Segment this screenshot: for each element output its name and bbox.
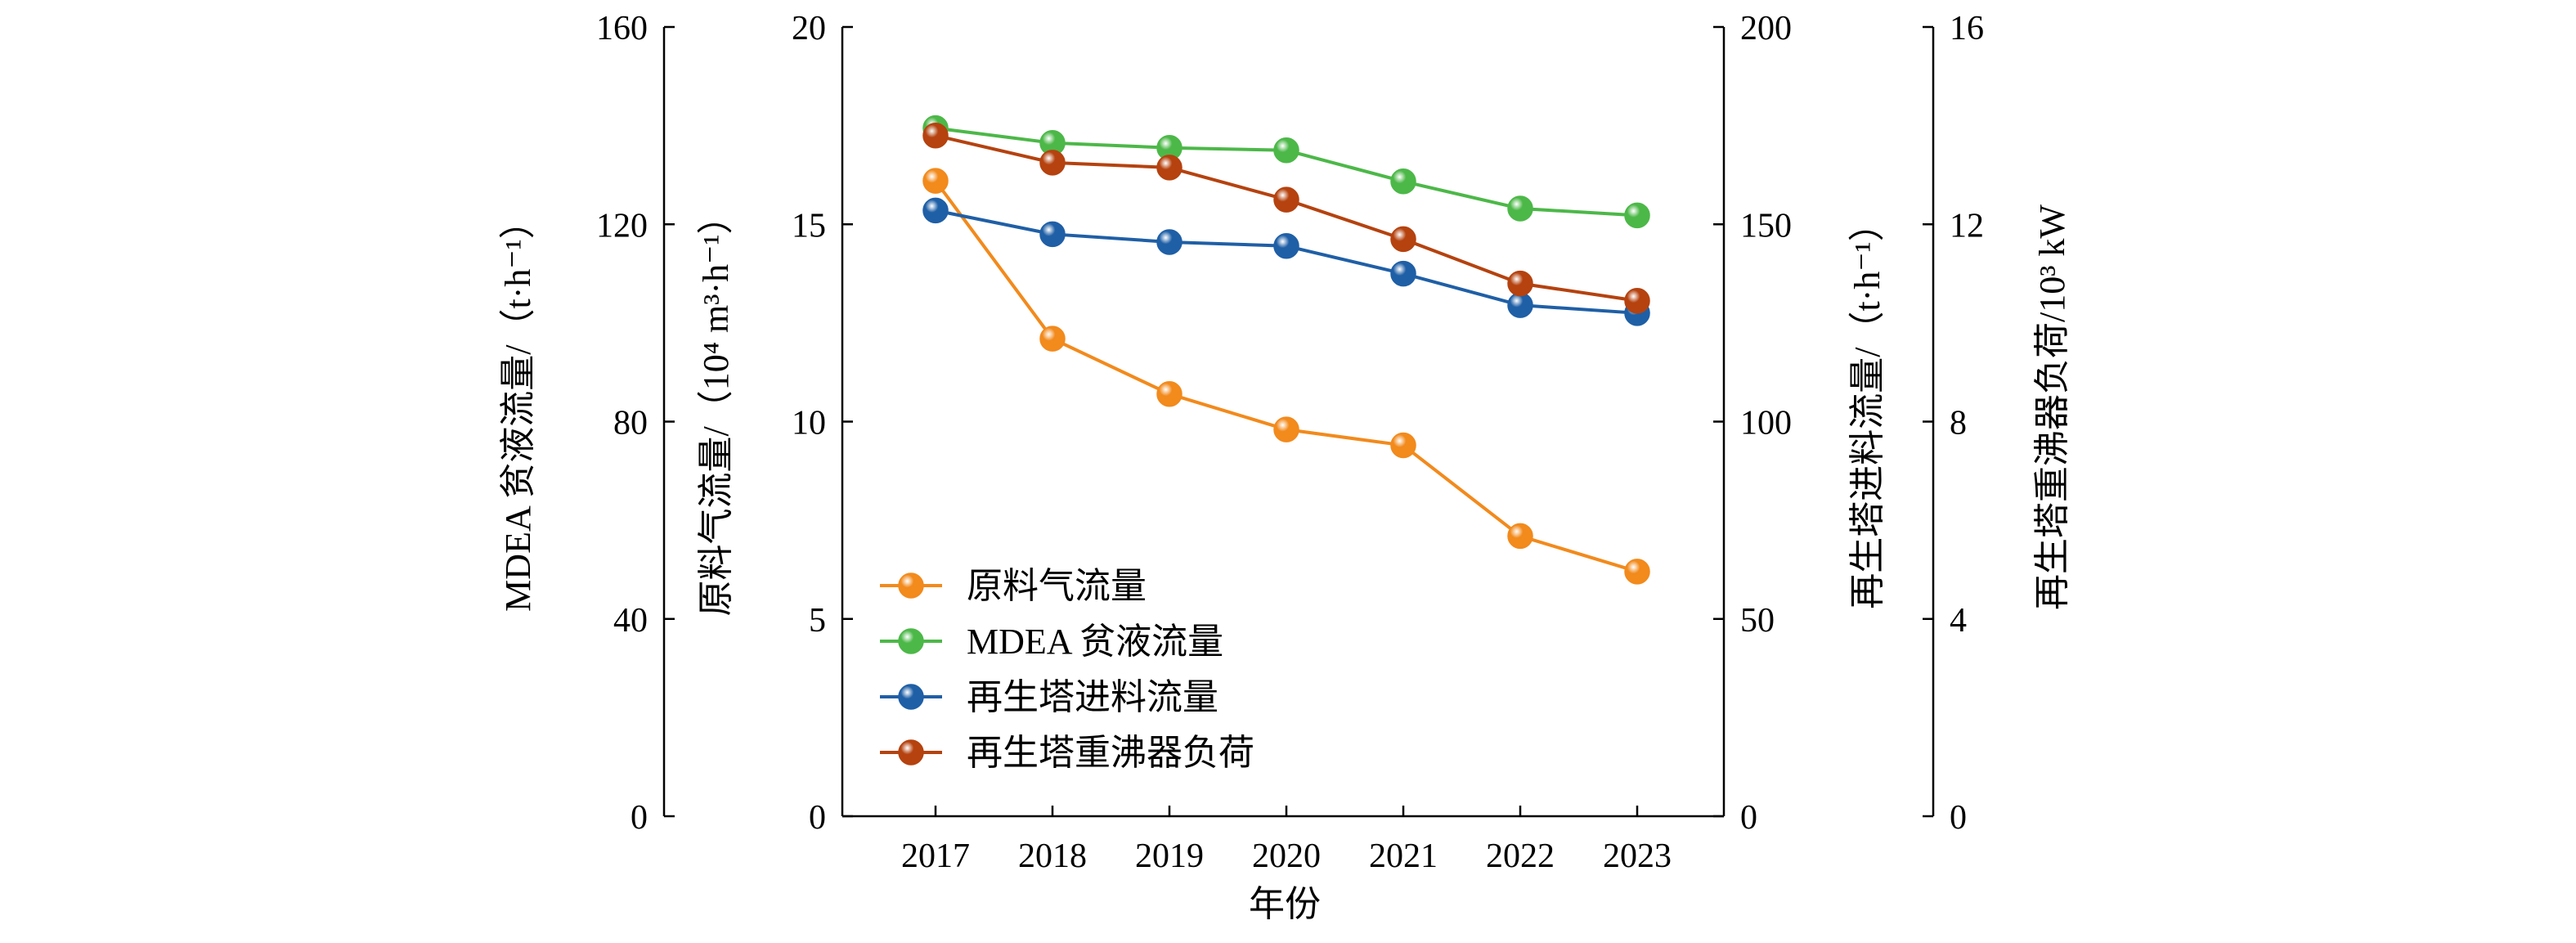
y-tick-label: 50 <box>1740 602 1775 640</box>
data-point <box>922 168 949 194</box>
y-tick-label: 16 <box>1950 10 1984 47</box>
data-point <box>1507 195 1533 222</box>
data-point <box>1624 287 1650 314</box>
y-tick-label: 4 <box>1950 602 1967 640</box>
y-tick-label: 120 <box>596 207 648 245</box>
y-tick-label: 0 <box>1740 799 1757 837</box>
data-point <box>1507 523 1533 550</box>
axes-layer: 2017 2018 2019 2020 2021 2022 2023年份0408012016… <box>498 10 2072 924</box>
y-tick-label: 0 <box>809 799 826 837</box>
data-point <box>1039 326 1066 352</box>
data-point <box>1624 559 1650 585</box>
y-axis-title-left-outer: MDEA 贫液流量/（t·h⁻¹） <box>498 203 538 612</box>
legend-label: 原料气流量 <box>967 566 1147 606</box>
y-tick-label: 80 <box>613 405 648 442</box>
data-point <box>1390 168 1416 195</box>
legend-label: 再生塔进料流量 <box>967 677 1218 717</box>
x-tick-label: 2017 <box>901 837 970 875</box>
y-tick-label: 20 <box>792 10 826 47</box>
x-tick-label: 2021 <box>1369 837 1438 875</box>
y-axis-title-right-inner: 再生塔进料流量/（t·h⁻¹） <box>1847 205 1887 609</box>
x-tick-label: 2020 <box>1252 837 1321 875</box>
x-tick-label: 2022 <box>1486 837 1555 875</box>
legend-marker <box>898 739 924 766</box>
y-axis-title-left-inner: 原料气流量/（10⁴ m³·h⁻¹） <box>696 198 736 616</box>
data-point <box>1156 155 1183 181</box>
x-tick-label: 2023 <box>1603 837 1672 875</box>
y-tick-label: 15 <box>792 207 826 245</box>
data-point <box>922 197 949 224</box>
y-tick-label: 40 <box>613 602 648 640</box>
y-tick-label: 10 <box>792 405 826 442</box>
data-point <box>1273 416 1299 442</box>
y-tick-label: 100 <box>1740 405 1792 442</box>
data-point <box>1039 150 1066 176</box>
y-tick-label: 12 <box>1950 207 1984 245</box>
y-tick-label: 5 <box>809 602 826 640</box>
legend-marker <box>898 628 924 654</box>
series-markers-layer <box>922 115 1650 585</box>
y-tick-label: 0 <box>1950 799 1967 837</box>
series-line <box>935 209 1638 315</box>
data-point <box>1390 432 1416 459</box>
data-point <box>922 122 949 149</box>
x-axis-title: 年份 <box>1249 884 1321 924</box>
data-point <box>1156 229 1183 255</box>
y-axis-title-right-outer: 再生塔重沸器负荷/10³ kW <box>2032 204 2072 610</box>
data-point <box>1273 233 1299 259</box>
data-point <box>1624 202 1650 229</box>
legend-label: 再生塔重沸器负荷 <box>967 733 1254 773</box>
legend-marker <box>898 684 924 710</box>
data-point <box>1273 186 1299 213</box>
data-point <box>1039 221 1066 248</box>
data-point <box>1507 292 1533 318</box>
legend-marker <box>898 573 924 599</box>
data-point <box>1156 380 1183 407</box>
data-point <box>1507 270 1533 297</box>
y-tick-label: 200 <box>1740 10 1792 47</box>
y-tick-label: 0 <box>631 799 648 837</box>
x-tick-label: 2019 <box>1135 837 1204 875</box>
data-point <box>1273 137 1299 164</box>
y-tick-label: 8 <box>1950 405 1967 442</box>
y-tick-label: 150 <box>1740 207 1792 245</box>
x-tick-label: 2018 <box>1018 837 1087 875</box>
data-point <box>1390 226 1416 253</box>
data-point <box>1390 260 1416 287</box>
y-tick-label: 160 <box>596 10 648 47</box>
legend-label: MDEA 贫液流量 <box>967 622 1223 662</box>
